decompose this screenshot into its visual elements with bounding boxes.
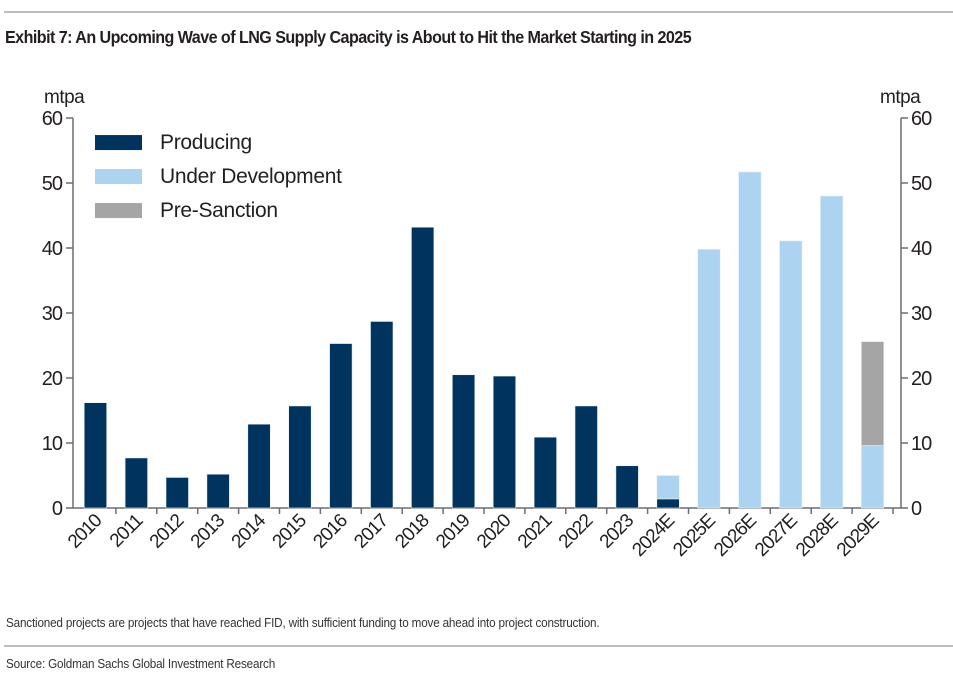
bar-producing-2022 [574, 405, 598, 509]
x-tick-label: 2028E [792, 510, 842, 560]
exhibit-title: Exhibit 7: An Upcoming Wave of LNG Suppl… [5, 27, 692, 47]
left-y-tick-label: 30 [42, 303, 63, 325]
x-tick-label: 2025E [669, 510, 719, 560]
bar-producing-2016 [329, 343, 353, 509]
x-tick-label: 2011 [106, 510, 147, 551]
x-tick-label: 2029E [833, 510, 883, 560]
bar-producing-2011 [124, 457, 148, 509]
x-tick-label: 2021 [514, 510, 556, 552]
right-y-tick-label: 20 [911, 368, 932, 390]
legend-label: Producing [160, 131, 252, 154]
right-y-axis-label: mtpa [880, 87, 921, 108]
bar-pre-sanction-2029E [861, 341, 885, 446]
right-y-tick-label: 40 [911, 238, 932, 260]
left-y-tick-label: 50 [42, 173, 63, 195]
bar-producing-2014 [247, 423, 271, 509]
legend-swatch-under-development [95, 169, 142, 185]
top-rule [4, 11, 953, 13]
left-y-tick-label: 0 [52, 498, 63, 520]
legend-label: Pre-Sanction [160, 199, 278, 222]
bar-under-development-2029E [861, 445, 885, 509]
x-tick-label: 2012 [146, 510, 188, 552]
bar-producing-2012 [165, 477, 189, 509]
x-tick-label: 2013 [187, 510, 229, 552]
bar-producing-2024E [656, 498, 680, 509]
footnote: Sanctioned projects are projects that ha… [6, 615, 600, 630]
bar-under-development-2026E [738, 171, 762, 509]
bar-producing-2019 [452, 374, 476, 509]
x-tick-label: 2024E [628, 510, 678, 560]
bar-producing-2015 [288, 405, 312, 509]
bar-under-development-2024E [656, 475, 680, 500]
bar-producing-2018 [411, 226, 435, 509]
bar-under-development-2028E [820, 195, 844, 509]
x-tick-label: 2020 [473, 510, 515, 552]
x-tick-label: 2016 [309, 510, 351, 552]
legend-label: Under Development [160, 165, 342, 188]
right-y-tick-label: 30 [911, 303, 932, 325]
left-y-tick-label: 20 [42, 368, 63, 390]
right-y-tick-label: 60 [911, 108, 932, 130]
bar-under-development-2027E [779, 240, 803, 509]
x-tick-label: 2019 [432, 510, 474, 552]
bar-producing-2020 [492, 375, 516, 509]
left-y-tick-label: 10 [42, 433, 63, 455]
x-tick-label: 2022 [555, 510, 597, 552]
legend-swatch-pre-sanction [95, 203, 142, 219]
left-y-tick-label: 60 [42, 108, 63, 130]
bar-producing-2010 [83, 402, 107, 509]
x-tick-label: 2027E [751, 510, 801, 560]
right-y-tick-label: 10 [911, 433, 932, 455]
x-tick-label: 2018 [391, 510, 433, 552]
bar-producing-2017 [370, 321, 394, 509]
x-tick-label: 2017 [350, 510, 392, 552]
legend-swatch-producing [95, 135, 142, 151]
bar-producing-2013 [206, 473, 230, 509]
left-y-tick-label: 40 [42, 238, 63, 260]
x-tick-label: 2026E [710, 510, 760, 560]
bar-producing-2021 [533, 436, 557, 509]
x-tick-label: 2010 [64, 510, 106, 552]
x-tick-label: 2015 [269, 510, 311, 552]
right-y-tick-label: 50 [911, 173, 932, 195]
bar-under-development-2025E [697, 249, 721, 509]
x-tick-label: 2014 [228, 510, 271, 553]
bar-producing-2023 [615, 465, 639, 509]
left-y-axis-label: mtpa [44, 87, 85, 108]
source-note: Source: Goldman Sachs Global Investment … [6, 656, 276, 671]
right-y-tick-label: 0 [911, 498, 922, 520]
footer-rule [4, 645, 953, 647]
